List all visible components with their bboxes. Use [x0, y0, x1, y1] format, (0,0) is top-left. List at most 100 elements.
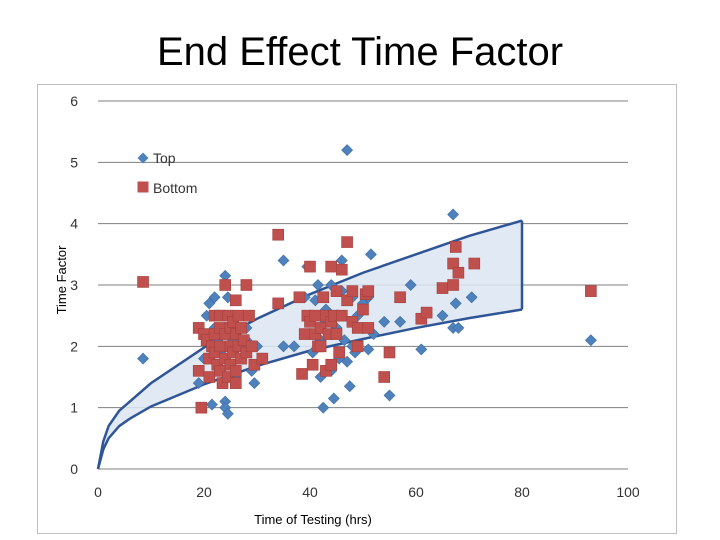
top-point — [343, 380, 356, 393]
y-axis-title: Time Factor — [54, 245, 69, 315]
bottom-point — [333, 346, 345, 359]
bottom-point — [235, 322, 247, 334]
legend-bottom-label: Bottom — [153, 180, 197, 196]
bottom-point — [325, 260, 338, 273]
top-point — [206, 398, 218, 411]
bottom-point — [351, 322, 364, 334]
bottom-point — [214, 340, 226, 353]
bottom-point — [314, 322, 327, 334]
bottom-point — [468, 257, 481, 270]
top-point — [415, 343, 428, 356]
bottom-point — [243, 309, 255, 322]
top-point — [192, 377, 205, 390]
top-point — [341, 144, 354, 156]
top-point — [447, 208, 460, 221]
bottom-point — [195, 401, 208, 414]
bottom-point — [293, 291, 306, 304]
x-tick-label: 80 — [514, 484, 530, 500]
bottom-point — [272, 228, 285, 241]
bottom-point — [330, 328, 343, 340]
top-point — [394, 315, 407, 328]
top-point — [277, 254, 290, 267]
top-point — [341, 355, 354, 368]
bottom-point — [230, 377, 242, 389]
bottom-point — [245, 340, 258, 353]
bottom-point — [219, 279, 231, 291]
bottom-point — [383, 346, 396, 359]
bottom-point — [351, 340, 364, 353]
bottom-point — [362, 322, 375, 334]
bottom-point — [585, 285, 597, 297]
top-point — [208, 291, 221, 304]
x-tick-label: 0 — [94, 484, 102, 500]
top-point — [288, 340, 301, 353]
x-axis-title: Time of Testing (hrs) — [254, 512, 372, 527]
bottom-point — [436, 282, 449, 294]
bottom-point — [298, 328, 311, 340]
y-tick-label: 1 — [70, 400, 78, 416]
y-tick-label: 4 — [70, 216, 78, 232]
top-point — [137, 352, 149, 365]
envelope-band — [96, 219, 524, 470]
top-point — [365, 248, 377, 261]
bottom-point — [447, 279, 459, 291]
bottom-point — [272, 297, 285, 310]
bottom-point — [335, 309, 348, 322]
bottom-point — [237, 334, 250, 347]
top-point — [248, 377, 261, 390]
bottom-point — [452, 266, 465, 279]
x-tick-label: 100 — [616, 484, 640, 500]
bottom-point — [230, 294, 242, 307]
bottom-point — [346, 285, 359, 297]
y-tick-label: 5 — [70, 154, 78, 170]
legend-bottom-marker-icon — [137, 181, 149, 193]
top-point — [436, 309, 449, 322]
legend: Top Bottom — [137, 150, 197, 196]
top-point — [277, 340, 290, 353]
bottom-point — [420, 306, 433, 319]
bottom-point — [214, 365, 226, 377]
y-tick-label: 6 — [70, 93, 78, 109]
top-point — [383, 389, 396, 402]
y-tick-label: 0 — [70, 461, 78, 477]
bottom-point — [304, 260, 316, 273]
bottom-point — [230, 365, 242, 377]
slide-title: End Effect Time Factor — [156, 30, 564, 74]
top-point — [221, 407, 234, 420]
bottom-point — [222, 371, 234, 383]
top-point — [452, 322, 465, 334]
top-point — [203, 297, 216, 310]
bottom-point — [248, 358, 261, 371]
envelope-upper-line — [96, 219, 523, 470]
bottom-point — [137, 276, 149, 288]
bottom-point — [341, 236, 353, 248]
top-point — [449, 297, 462, 310]
bottom-point — [335, 263, 348, 276]
top-point — [317, 401, 330, 414]
legend-top-marker-icon — [137, 152, 149, 164]
top-point — [584, 334, 597, 347]
bottom-point — [325, 358, 338, 371]
top-point — [378, 315, 391, 328]
y-tick-label: 2 — [70, 338, 78, 354]
bottom-point — [309, 309, 322, 322]
x-tick-label: 20 — [196, 484, 212, 500]
bottom-point — [357, 303, 369, 316]
bottom-point — [192, 365, 205, 377]
x-tick-label: 60 — [408, 484, 424, 500]
y-tick-label: 3 — [70, 277, 78, 293]
bottom-point — [306, 358, 319, 371]
bottom-point — [240, 279, 253, 291]
bottom-point — [296, 368, 308, 380]
top-point — [465, 291, 478, 304]
top-point — [404, 279, 417, 291]
bottom-point — [232, 309, 245, 322]
bottom-point — [449, 241, 462, 253]
x-tick-label: 40 — [302, 484, 318, 500]
bottom-point — [330, 285, 343, 297]
legend-top-label: Top — [153, 150, 176, 166]
bottom-point — [394, 291, 406, 304]
bottom-point — [362, 285, 375, 297]
